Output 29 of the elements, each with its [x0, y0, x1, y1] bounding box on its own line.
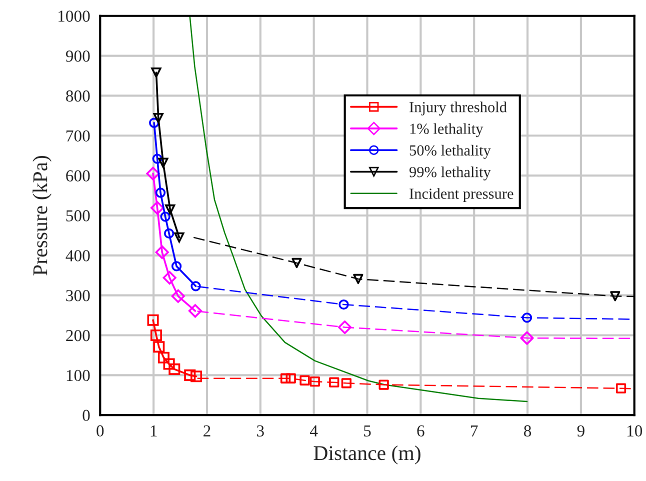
y-tick-label: 100 [66, 370, 90, 382]
legend-label: 1% lethality [410, 123, 484, 138]
y-axis-title: Pressure (kPa) [32, 156, 52, 276]
x-tick-label: 2 [204, 425, 210, 436]
y-tick-label: 800 [66, 90, 90, 102]
y-tick-label: 300 [66, 290, 90, 302]
x-tick-label: 4 [310, 425, 318, 436]
y-tick-label: 500 [66, 210, 90, 222]
x-tick-label: 5 [364, 425, 371, 437]
x-tick-label: 10 [628, 425, 642, 437]
x-tick-label: 9 [577, 425, 584, 437]
x-tick-label: 1 [150, 425, 157, 436]
legend-label: Injury threshold [410, 102, 507, 116]
x-tick-label: 8 [524, 425, 532, 437]
x-tick-label: 3 [257, 425, 264, 437]
y-tick-label: 0 [82, 410, 90, 422]
y-tick-label: 1000 [58, 10, 90, 22]
y-tick-label: 700 [66, 130, 90, 142]
x-tick-label: 0 [96, 425, 104, 437]
y-tick-label: 900 [66, 50, 90, 62]
y-tick-label: 400 [66, 250, 90, 262]
legend-label: Incident pressure [410, 188, 514, 202]
x-axis-title: Distance (m) [314, 445, 420, 464]
y-tick-label: 600 [66, 170, 90, 182]
legend-label: 50% lethality [410, 144, 491, 159]
y-tick-label: 200 [66, 330, 90, 342]
legend-label: 99% lethality [409, 166, 491, 180]
x-tick-label: 6 [417, 425, 424, 437]
x-tick-label: 7 [471, 425, 478, 436]
